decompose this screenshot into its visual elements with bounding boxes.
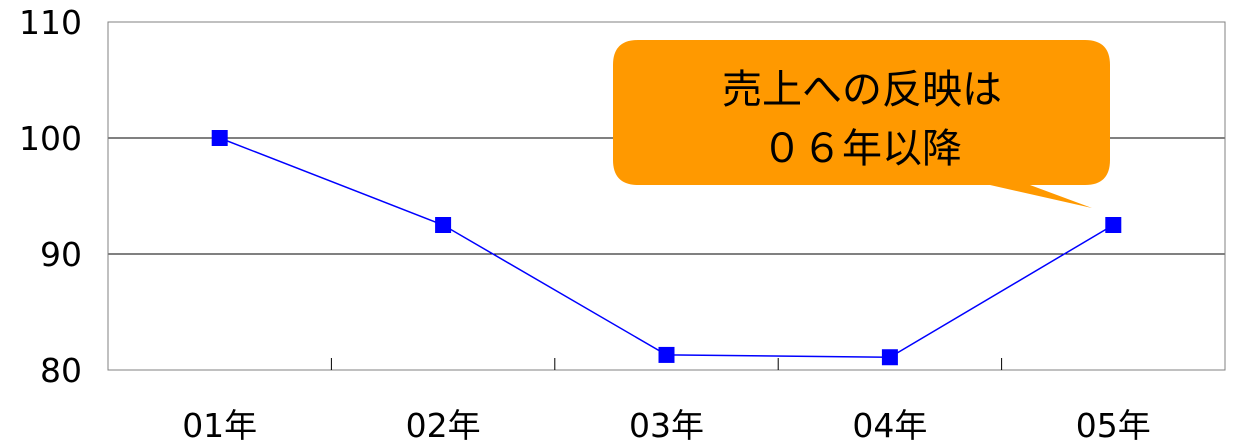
y-tick-label: 100 xyxy=(19,119,82,158)
x-tick-label: 01年 xyxy=(182,406,257,445)
annotation-callout: 売上への反映は ０６年以降 xyxy=(613,40,1110,208)
data-point-marker xyxy=(658,346,675,363)
x-tick-label: 02年 xyxy=(406,406,481,445)
y-tick-label: 110 xyxy=(19,3,82,42)
x-tick-label: 03年 xyxy=(629,406,704,445)
y-tick-label: 90 xyxy=(40,235,82,274)
series-line-group xyxy=(211,130,1122,366)
y-tick-label: 80 xyxy=(40,351,82,390)
data-point-marker xyxy=(211,130,228,146)
x-tick-label: 05年 xyxy=(1076,406,1151,445)
data-point-marker xyxy=(435,217,452,233)
plot-area-frame xyxy=(107,21,1226,371)
x-axis-ticks: 01年 02年 03年 04年 05年 xyxy=(182,358,1151,445)
callout-bubble xyxy=(613,40,1110,208)
callout-text-line-2: ０６年以降 xyxy=(762,126,962,172)
data-point-marker xyxy=(881,349,898,366)
callout-text-line-1: 売上への反映は xyxy=(722,67,1002,113)
y-axis-tick-labels: 80 90 100 110 xyxy=(19,3,82,390)
data-point-marker xyxy=(1105,217,1122,233)
x-tick-label: 04年 xyxy=(852,406,927,445)
